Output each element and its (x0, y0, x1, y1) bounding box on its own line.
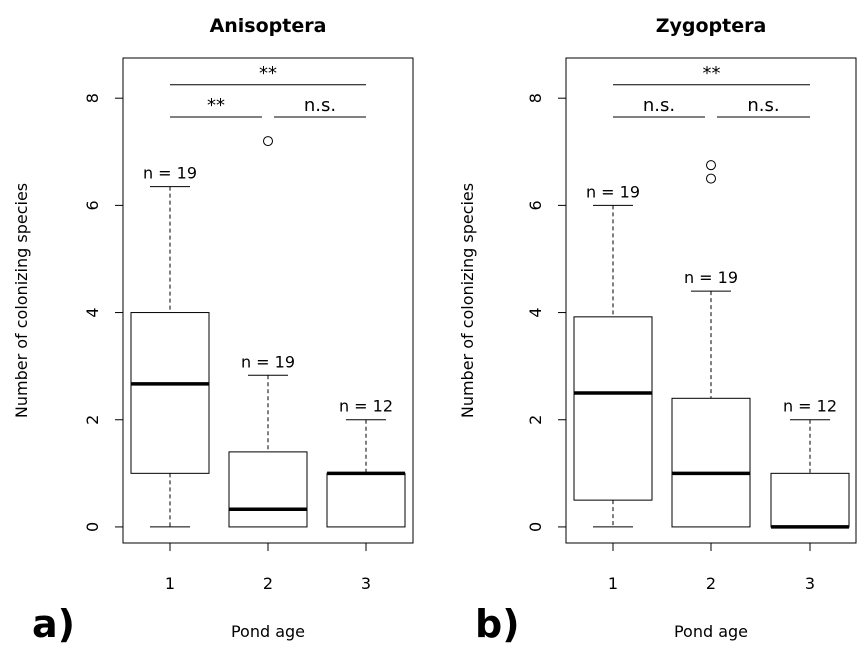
significance-label: n.s. (304, 95, 336, 116)
box (326, 472, 406, 528)
panel-letter: b) (475, 602, 520, 645)
y-tick-label: 2 (526, 415, 545, 425)
significance-label: ** (207, 95, 225, 116)
significance-label: ** (259, 63, 277, 84)
box (573, 316, 653, 501)
n-label: n = 12 (339, 397, 393, 416)
box (228, 451, 308, 528)
x-tick-label: 3 (361, 574, 371, 593)
significance-label: n.s. (643, 95, 675, 116)
significance-label: n.s. (747, 95, 779, 116)
box (671, 397, 751, 528)
outlier-point (263, 136, 273, 147)
y-tick-label: 8 (83, 93, 102, 103)
y-axis-label: Number of colonizing species (458, 183, 477, 418)
chart-title: Zygoptera (656, 15, 767, 37)
panel-letter: a) (32, 602, 75, 645)
x-tick-label: 1 (608, 574, 618, 593)
significance-label: ** (703, 63, 721, 84)
x-tick-label: 3 (805, 574, 815, 593)
box (130, 312, 210, 474)
x-tick-label: 2 (706, 574, 716, 593)
box (770, 472, 850, 528)
x-tick-label: 2 (263, 574, 273, 593)
y-tick-label: 4 (83, 307, 102, 317)
n-label: n = 19 (586, 182, 640, 201)
x-axis-label: Pond age (231, 622, 305, 641)
n-label: n = 19 (241, 352, 295, 371)
chart-title: Anisoptera (210, 15, 327, 37)
y-tick-label: 8 (526, 93, 545, 103)
outlier-point (706, 173, 716, 184)
y-tick-label: 6 (526, 200, 545, 210)
y-tick-label: 2 (83, 415, 102, 425)
outlier-point (706, 160, 716, 171)
y-tick-label: 6 (83, 200, 102, 210)
y-axis-label: Number of colonizing species (12, 183, 31, 418)
n-label: n = 19 (143, 164, 197, 183)
n-label: n = 19 (684, 268, 738, 287)
y-tick-label: 4 (526, 307, 545, 317)
y-tick-label: 0 (526, 522, 545, 532)
x-axis-label: Pond age (674, 622, 748, 641)
y-tick-label: 0 (83, 522, 102, 532)
x-tick-label: 1 (165, 574, 175, 593)
n-label: n = 12 (783, 397, 837, 416)
